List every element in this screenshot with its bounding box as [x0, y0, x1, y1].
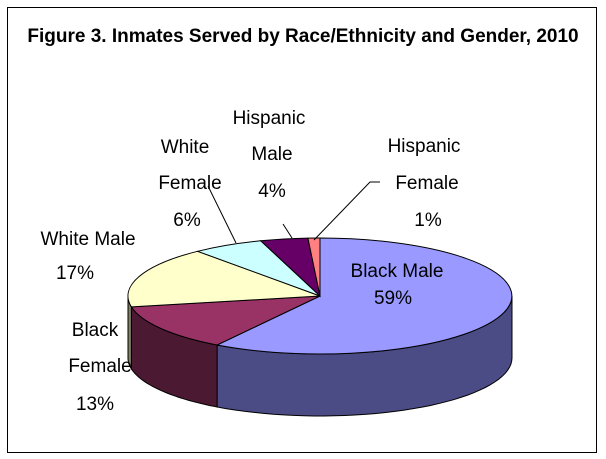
pie-slice-white-male: [127, 250, 321, 308]
data-label-white-female-line2: Female: [158, 173, 221, 194]
leader-white-female: [207, 185, 237, 244]
data-label-black-female-line2: Female: [68, 356, 131, 377]
data-label-hispanic-male-percent: 4%: [258, 181, 286, 202]
data-label-black-male: Black Male: [351, 261, 444, 282]
chart-title: Figure 3. Inmates Served by Race/Ethnici…: [0, 25, 606, 48]
leader-hispanic-male: [282, 223, 293, 239]
pie-slice-hispanic-female: [307, 237, 321, 297]
pie-slice-black-male: [215, 237, 513, 355]
leader-hispanic-female: [313, 181, 380, 241]
data-label-hispanic-female-percent: 1%: [414, 210, 442, 231]
pie-slice-black-female: [130, 295, 321, 346]
data-label-black-male-percent: 59%: [374, 288, 412, 309]
data-label-hispanic-female-line2: Female: [395, 173, 458, 194]
data-label-white-male: White Male: [40, 229, 135, 250]
data-label-black-female-line1: Black: [72, 320, 119, 341]
data-label-white-female-percent: 6%: [173, 210, 201, 231]
data-label-hispanic-male-line1: Hispanic: [233, 108, 306, 129]
data-label-black-female-percent: 13%: [76, 394, 114, 415]
data-label-white-female-line1: White: [161, 137, 210, 158]
data-label-white-male-percent: 17%: [56, 263, 94, 284]
data-label-hispanic-male-line2: Male: [251, 144, 292, 165]
data-label-hispanic-female-line1: Hispanic: [388, 136, 461, 157]
chart-title-text: Figure 3. Inmates Served by Race/Ethnici…: [27, 26, 579, 47]
